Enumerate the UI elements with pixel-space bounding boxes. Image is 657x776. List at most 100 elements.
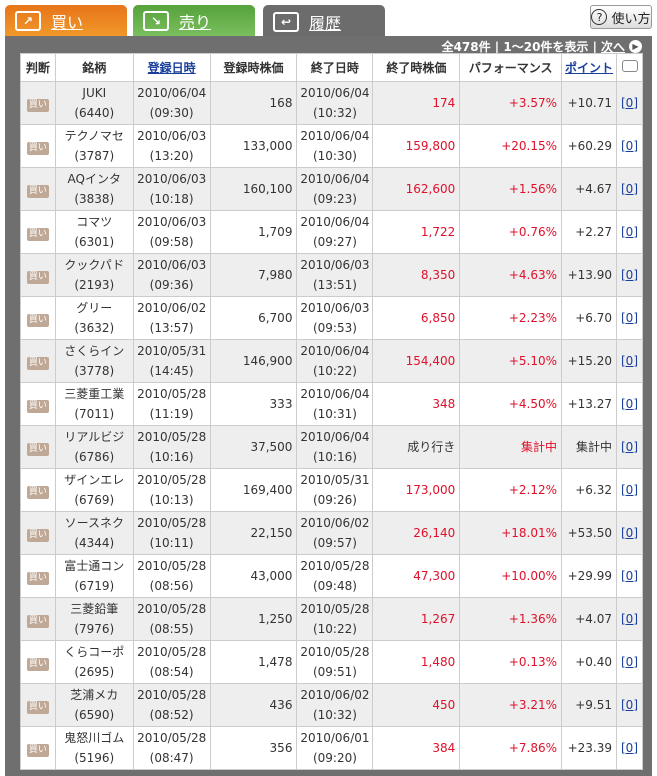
reg-time: (08:54) — [149, 665, 194, 679]
col-reg-date[interactable]: 登録日時 — [132, 53, 211, 82]
stock-code: (6786) — [74, 450, 115, 464]
comment-count-link[interactable]: [0] — [621, 741, 638, 755]
stock-cell: ザインエレ (6769) — [54, 468, 134, 512]
reg-datetime-cell: 2010/05/28 (08:54) — [132, 640, 211, 684]
stock-name: 三菱重工業 — [64, 387, 125, 401]
end-date: 2010/05/28 — [300, 645, 370, 659]
comment-count-link[interactable]: [0] — [621, 569, 638, 583]
tab-history[interactable]: ↩ 履歴 — [263, 5, 385, 39]
reg-price: 22,150 — [209, 511, 298, 555]
reg-datetime-cell: 2010/06/03 (10:18) — [132, 167, 211, 211]
performance: +1.36% — [459, 597, 563, 641]
tab-sell[interactable]: ↘ 売り — [133, 5, 255, 37]
comment-bubble-icon — [621, 60, 638, 72]
reg-datetime-cell: 2010/05/28 (08:52) — [132, 683, 211, 727]
pager: 全478件 | 1～20件を表示 | 次へ ▶ — [442, 38, 642, 55]
comment-cell: [0] — [616, 425, 643, 469]
col-reg-price: 登録時株価 — [209, 53, 298, 82]
performance: +4.63% — [459, 253, 563, 297]
reg-date: 2010/05/28 — [137, 688, 207, 702]
point: +9.51 — [561, 683, 617, 727]
comment-count-link[interactable]: [0] — [621, 182, 638, 196]
end-date: 2010/06/04 — [300, 129, 370, 143]
stock-code: (5196) — [74, 751, 115, 765]
stock-code: (3778) — [74, 364, 115, 378]
table-row: 買い AQインタ (3838) 2010/06/03 (10:18) 160,100… — [20, 167, 643, 211]
comment-count-link[interactable]: [0] — [621, 311, 638, 325]
stock-cell: グリー (3632) — [54, 296, 134, 340]
sort-point-link[interactable]: ポイント — [565, 61, 614, 75]
end-time: (09:53) — [312, 321, 357, 335]
judge-cell: 買い — [20, 167, 56, 211]
reg-date: 2010/06/03 — [137, 172, 207, 186]
comment-count-link[interactable]: [0] — [621, 526, 638, 540]
col-point[interactable]: ポイント — [561, 53, 617, 82]
stock-code: (6719) — [74, 579, 115, 593]
point: +53.50 — [561, 511, 617, 555]
reg-date: 2010/06/04 — [137, 86, 207, 100]
point: +23.39 — [561, 726, 617, 770]
reg-date: 2010/06/03 — [137, 258, 207, 272]
comment-count-link[interactable]: [0] — [621, 268, 638, 282]
next-arrow-icon[interactable]: ▶ — [629, 40, 642, 53]
reg-datetime-cell: 2010/05/31 (14:45) — [132, 339, 211, 383]
end-datetime-cell: 2010/06/01 (09:20) — [296, 726, 374, 770]
end-price: 1,267 — [372, 597, 461, 641]
table-row: 買い 三菱重工業 (7011) 2010/05/28 (11:19) 333 201… — [20, 382, 643, 426]
comment-count-link[interactable]: [0] — [621, 139, 638, 153]
performance: +5.10% — [459, 339, 563, 383]
end-time: (10:22) — [312, 364, 357, 378]
table-row: 買い リアルビジ (6786) 2010/05/28 (10:16) 37,500 … — [20, 425, 643, 469]
reg-time: (11:19) — [149, 407, 194, 421]
end-datetime-cell: 2010/06/02 (09:57) — [296, 511, 374, 555]
stock-name: 富士通コン — [64, 559, 125, 573]
end-time: (10:22) — [312, 622, 357, 636]
stock-code: (3632) — [74, 321, 115, 335]
comment-cell: [0] — [616, 210, 643, 254]
end-time: (10:31) — [312, 407, 357, 421]
reg-date: 2010/05/28 — [137, 516, 207, 530]
comment-count-link[interactable]: [0] — [621, 96, 638, 110]
comment-count-link[interactable]: [0] — [621, 397, 638, 411]
comment-cell: [0] — [616, 640, 643, 684]
comment-cell: [0] — [616, 124, 643, 168]
end-price: 1,722 — [372, 210, 461, 254]
judge-cell: 買い — [20, 640, 56, 684]
reg-date: 2010/06/03 — [137, 129, 207, 143]
performance: +4.50% — [459, 382, 563, 426]
comment-count-link[interactable]: [0] — [621, 483, 638, 497]
performance: +10.00% — [459, 554, 563, 598]
table-row: 買い JUKI (6440) 2010/06/04 (09:30) 168 2010… — [20, 81, 643, 125]
reg-datetime-cell: 2010/05/28 (10:11) — [132, 511, 211, 555]
tab-sell-label: 売り — [179, 13, 212, 32]
stock-cell: 富士通コン (6719) — [54, 554, 134, 598]
reg-date: 2010/06/03 — [137, 215, 207, 229]
judge-badge: 買い — [26, 271, 49, 284]
history-panel: 全478件 | 1～20件を表示 | 次へ ▶ 判断 銘柄 登録日時 登録時株価… — [5, 36, 652, 776]
tab-buy[interactable]: ↗ 買い — [5, 5, 127, 37]
end-time: (09:48) — [312, 579, 357, 593]
end-date: 2010/06/04 — [300, 430, 370, 444]
comment-count-link[interactable]: [0] — [621, 440, 638, 454]
end-price: 173,000 — [372, 468, 461, 512]
next-link[interactable]: 次へ — [600, 40, 625, 54]
end-date: 2010/05/31 — [300, 473, 370, 487]
reg-price: 7,980 — [209, 253, 298, 297]
reg-time: (08:56) — [149, 579, 194, 593]
judge-badge: 買い — [26, 185, 49, 198]
help-button[interactable]: ? 使い方 — [590, 5, 652, 29]
stock-code: (6590) — [74, 708, 115, 722]
sort-reg-date-link[interactable]: 登録日時 — [147, 61, 196, 75]
comment-count-link[interactable]: [0] — [621, 225, 638, 239]
comment-count-link[interactable]: [0] — [621, 612, 638, 626]
end-price: 348 — [372, 382, 461, 426]
end-datetime-cell: 2010/06/04 (10:16) — [296, 425, 374, 469]
reg-datetime-cell: 2010/06/04 (09:30) — [132, 81, 211, 125]
reg-time: (13:20) — [149, 149, 194, 163]
judge-badge: 買い — [26, 357, 49, 370]
end-date: 2010/05/28 — [300, 559, 370, 573]
comment-count-link[interactable]: [0] — [621, 698, 638, 712]
comment-count-link[interactable]: [0] — [621, 655, 638, 669]
comment-count-link[interactable]: [0] — [621, 354, 638, 368]
stock-name: クックパド — [64, 258, 125, 272]
